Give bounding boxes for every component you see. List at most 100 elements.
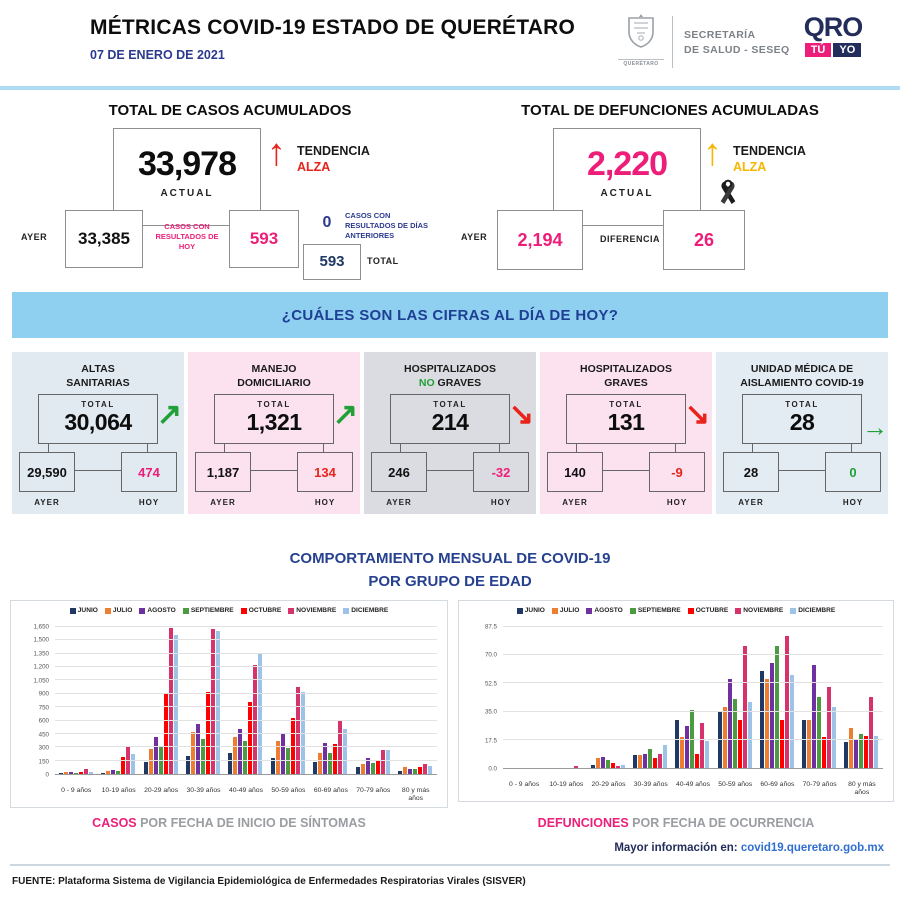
card-title-line1: UNIDAD MÉDICA DE: [750, 363, 854, 375]
bar-group: [313, 627, 348, 774]
gridline: [55, 759, 437, 761]
bar: [365, 758, 370, 774]
x-axis-label: 40-49 años: [228, 786, 263, 794]
bar: [233, 737, 238, 774]
accumulated-cases-panel: TOTAL DE CASOS ACUMULADOS 33,978 ACTUAL …: [15, 98, 445, 288]
card-total-value: 1,321: [246, 409, 302, 435]
bar-group: [759, 627, 795, 768]
bar: [675, 719, 680, 768]
card-unidad-medica-aislamiento: UNIDAD MÉDICA DE AISLAMIENTO COVID-19 TOT…: [716, 352, 888, 514]
gridline: [503, 654, 883, 656]
bar: [380, 749, 385, 774]
deaths-ayer-value: 2,194: [517, 230, 563, 250]
y-tick-label: 1,200: [33, 663, 49, 671]
x-axis-label: 80 y más años: [401, 786, 430, 802]
card-hoy-label: HOY: [842, 498, 864, 507]
bar: [789, 674, 794, 768]
bar: [591, 764, 596, 768]
legend-item: DICIEMBRE: [790, 607, 835, 614]
bar: [827, 687, 832, 768]
bar-group: [101, 627, 136, 774]
cases-chart-caption: CASOS POR FECHA DE INICIO DE SÍNTOMAS: [92, 816, 366, 830]
mourning-ribbon-icon: [717, 178, 739, 213]
bar: [774, 645, 779, 768]
card-total-box: TOTAL 131: [566, 394, 686, 444]
deaths-trend-label: TENDENCIA: [733, 144, 806, 158]
legend-item: SEPTIEMBRE: [629, 607, 681, 614]
cases-panel-title: TOTAL DE CASOS ACUMULADOS: [108, 102, 352, 119]
card-hoy-box: -32: [473, 452, 529, 492]
bar: [355, 767, 360, 774]
bar-group: [633, 627, 668, 768]
bar: [78, 771, 83, 774]
secretaria-label: SECRETARÍA DE SALUD - SESEQ: [684, 29, 790, 57]
y-tick-label: 900: [38, 690, 49, 698]
bar: [596, 758, 601, 768]
card-total-value: 28: [789, 409, 815, 435]
banner-text: ¿CUÁLES SON LAS CIFRAS AL DÍA DE HOY?: [281, 306, 619, 324]
report-date: 07 DE ENERO DE 2021: [90, 48, 225, 62]
bar: [764, 679, 769, 768]
bar: [737, 719, 742, 768]
bar: [398, 771, 403, 774]
bar: [153, 736, 158, 774]
card-total-box: TOTAL 28: [742, 394, 862, 444]
qro-logo-text: QRO: [803, 12, 864, 42]
bar: [196, 724, 201, 774]
bar: [413, 769, 418, 774]
bar: [290, 717, 295, 774]
x-axis-labels: 0 - 9 años 10-19 años 20-29 años 30-39 años…: [55, 787, 437, 803]
bar: [228, 752, 233, 774]
bar: [403, 767, 408, 774]
card-ayer-box: 29,590: [19, 452, 75, 492]
legend-item: AGOSTO: [139, 607, 176, 614]
y-tick-label: 600: [38, 717, 49, 725]
x-axis-label: 60-69 años: [313, 786, 348, 794]
bar: [238, 729, 243, 774]
card-title-line2: GRAVES: [604, 377, 648, 390]
y-tick-label: 750: [38, 704, 49, 712]
gridline: [55, 626, 437, 627]
bar: [663, 745, 668, 768]
y-tick-label: 1,350: [33, 650, 49, 658]
bar-group: [270, 627, 306, 774]
x-axis-label: 40-49 años: [675, 780, 710, 788]
header-divider: [672, 16, 673, 68]
card-title-highlight: NO: [418, 377, 435, 390]
card-title-line1: ALTAS: [81, 363, 115, 375]
hoy-value: -32: [491, 464, 511, 480]
card-title-line2: SANITARIAS: [66, 377, 130, 390]
bar: [295, 686, 300, 774]
covid-website-link[interactable]: covid19.queretaro.gob.mx: [740, 842, 884, 854]
bar: [423, 763, 428, 774]
bar: [700, 722, 705, 768]
card-ayer-label: AYER: [386, 498, 412, 507]
hoy-value: 134: [314, 464, 336, 480]
bar: [854, 739, 859, 768]
deaths-by-age-chart: JUNIO JULIO AGOSTO SEPTIEMBRE OCTUBRE NOVIEMB…: [458, 600, 894, 802]
card-ayer-label: AYER: [562, 498, 588, 507]
y-tick-label: 17.5: [484, 737, 497, 745]
hoy-value: 474: [138, 464, 160, 480]
card-ayer-box: 1,187: [195, 452, 251, 492]
bar: [186, 756, 191, 774]
cases-total-value: 593: [319, 253, 345, 270]
gridline: [55, 679, 437, 681]
bar: [101, 773, 106, 774]
crest-caption: QUERÉTARO: [618, 59, 664, 67]
today-cards-row: ALTAS SANITARIAS TOTAL 30,064 29,590 474 …: [12, 352, 888, 514]
card-title-line1: MANEJO: [251, 363, 297, 375]
bar-group: [228, 627, 263, 774]
bar: [385, 750, 390, 774]
bar: [88, 771, 93, 774]
bar: [248, 701, 253, 774]
trend-arrow-icon: ↘: [684, 398, 710, 431]
legend-item: JULIO: [104, 607, 132, 614]
source-note: FUENTE: Plataforma Sistema de Vigilancia…: [12, 876, 526, 887]
legend-swatch: [288, 607, 295, 614]
bar-group: [186, 627, 221, 774]
cases-actual-label: ACTUAL: [160, 188, 214, 199]
trend-arrow-icon: ↘: [508, 398, 534, 431]
x-axis-label: 30-39 años: [186, 786, 221, 794]
x-axis-label: 70-79 años: [802, 780, 837, 788]
